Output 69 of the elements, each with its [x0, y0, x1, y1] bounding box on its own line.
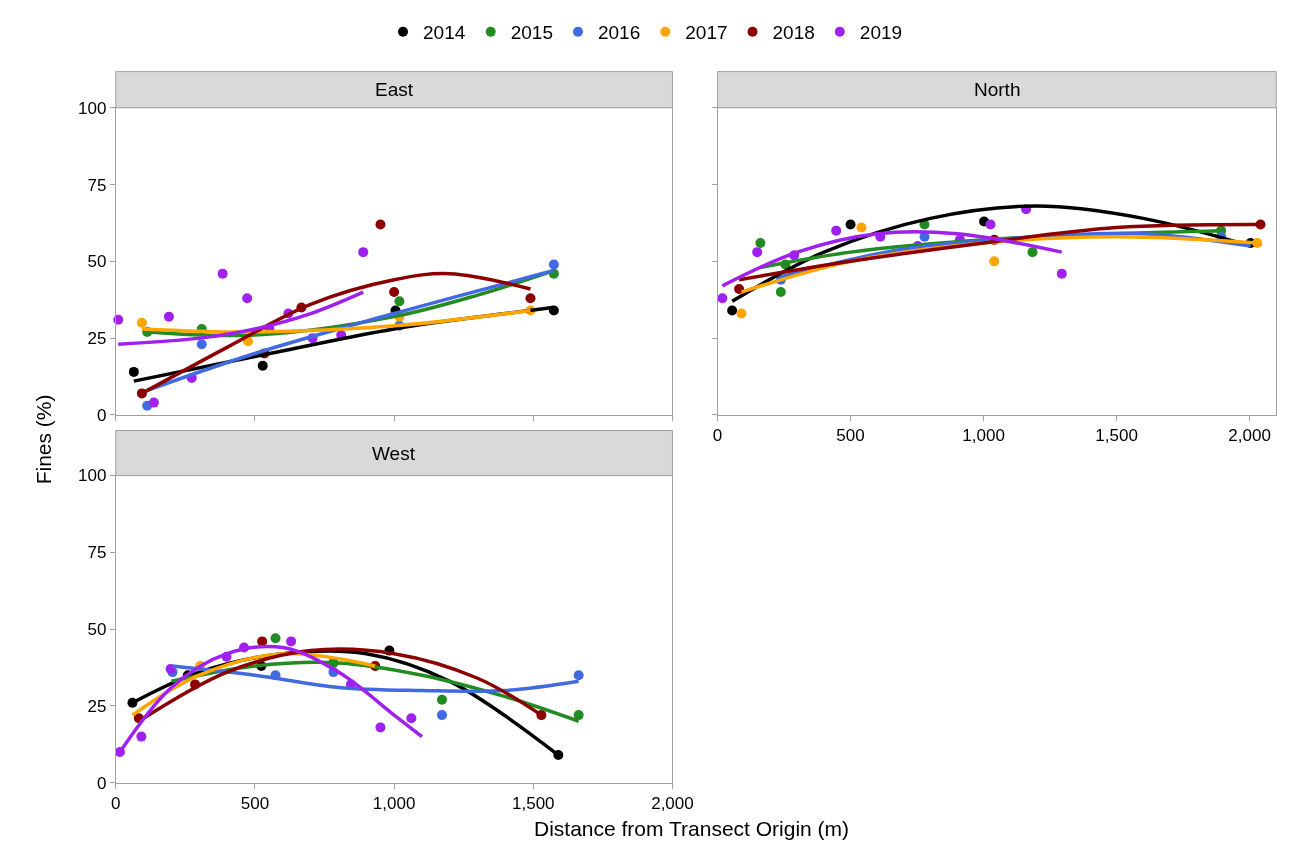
point	[217, 268, 228, 279]
legend-label: 2015	[510, 22, 553, 44]
x-tick-label: 2,000	[1228, 426, 1271, 446]
point	[752, 247, 763, 258]
point	[375, 219, 386, 230]
point	[163, 311, 174, 322]
point	[436, 710, 447, 721]
point	[394, 296, 405, 307]
point	[358, 247, 369, 258]
x-tick-label: 500	[240, 794, 270, 814]
y-tick-label: 100	[77, 98, 107, 118]
point	[286, 636, 297, 647]
y-axis-title: Fines (%)	[31, 394, 55, 485]
point	[573, 710, 584, 721]
point	[128, 366, 139, 377]
legend-label: 2019	[859, 22, 903, 44]
chart-title: East	[375, 79, 414, 100]
y-tick-label: 50	[87, 620, 107, 640]
point	[375, 722, 386, 733]
legend-label: 2017	[685, 22, 728, 44]
point	[775, 287, 786, 298]
point	[136, 731, 147, 742]
point	[755, 237, 766, 248]
y-tick-label: 100	[77, 466, 107, 486]
y-tick-label: 50	[87, 252, 107, 272]
point	[257, 360, 268, 371]
point	[573, 670, 584, 681]
point	[436, 694, 447, 705]
point	[242, 293, 253, 304]
x-tick-label: 1,500	[1095, 426, 1138, 446]
x-tick-label: 0	[712, 426, 723, 446]
point	[148, 397, 159, 408]
point	[717, 293, 728, 304]
x-tick-label: 0	[111, 794, 121, 814]
y-tick-label: 0	[96, 405, 107, 425]
x-tick-label: 2,000	[651, 794, 694, 814]
point	[736, 308, 747, 319]
y-tick-label: 25	[87, 329, 107, 349]
y-tick-label: 0	[96, 773, 107, 793]
point	[989, 256, 1000, 267]
y-tick-label: 75	[87, 175, 107, 195]
x-tick-label: 1,000	[962, 426, 1005, 446]
point	[727, 305, 738, 316]
legend-label: 2016	[597, 22, 641, 44]
point	[525, 293, 536, 304]
point	[734, 283, 745, 294]
point	[1027, 247, 1038, 258]
point	[406, 713, 417, 724]
y-tick-label: 75	[87, 543, 107, 563]
point	[389, 287, 400, 298]
point	[196, 339, 207, 350]
legend-label: 2018	[772, 22, 815, 44]
point	[845, 219, 856, 230]
point	[856, 222, 867, 233]
chart-title: West	[372, 443, 416, 464]
point	[831, 225, 842, 236]
point	[1056, 268, 1067, 279]
point	[985, 219, 996, 230]
x-tick-label: 500	[836, 426, 865, 446]
chart-title: North	[974, 79, 1021, 100]
x-tick-label: 1,500	[512, 794, 555, 814]
x-tick-label: 1,000	[372, 794, 416, 814]
legend-label: 2014	[423, 22, 466, 44]
x-axis-title: Distance from Transect Origin (m)	[534, 817, 850, 840]
point	[257, 636, 268, 647]
point	[548, 259, 559, 270]
point	[270, 633, 281, 644]
y-tick-label: 25	[87, 696, 107, 716]
point	[136, 317, 147, 328]
